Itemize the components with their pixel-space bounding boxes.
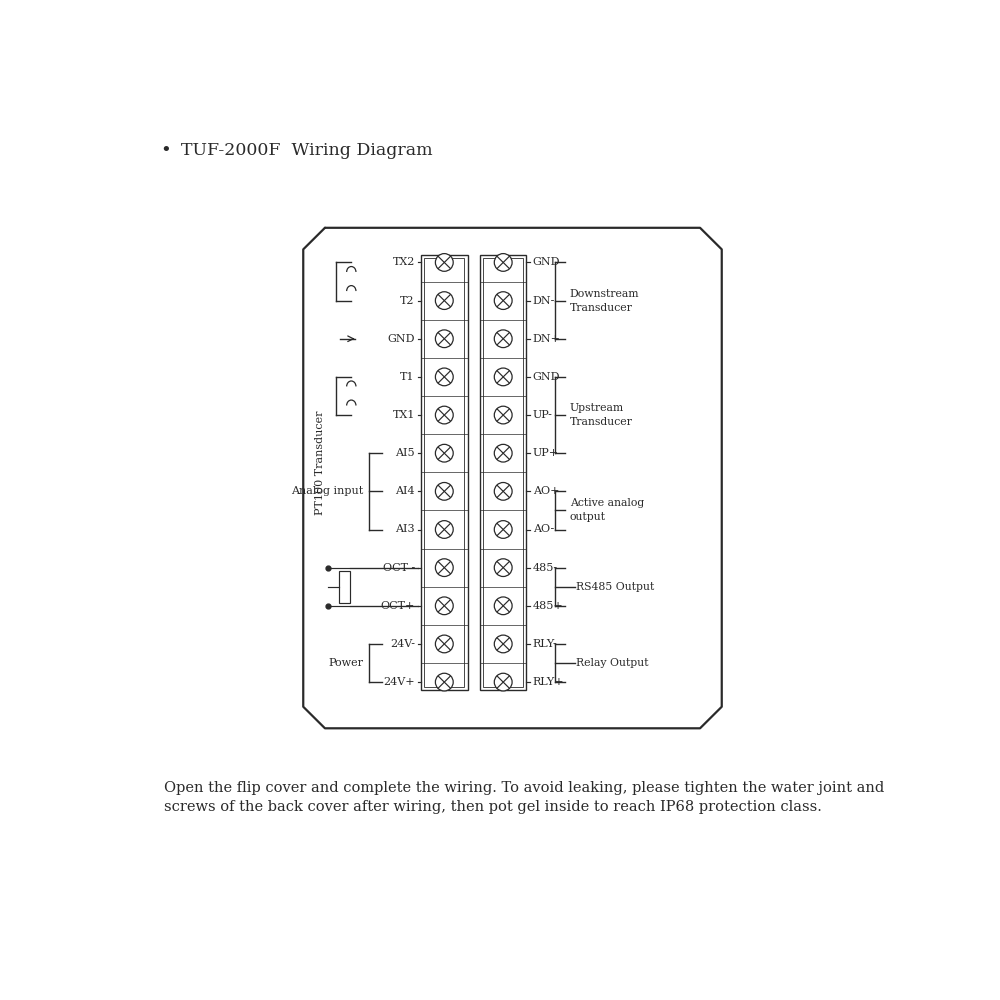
- Bar: [480, 255, 526, 690]
- Text: •: •: [160, 142, 171, 160]
- Bar: [421, 255, 468, 690]
- Text: Analog input: Analog input: [291, 486, 363, 496]
- Text: Upstream: Upstream: [570, 403, 624, 413]
- Text: T1: T1: [400, 372, 415, 382]
- Text: UP+: UP+: [533, 448, 559, 458]
- Circle shape: [494, 444, 512, 462]
- Circle shape: [435, 254, 453, 271]
- Bar: [483, 258, 523, 687]
- Text: AO-: AO-: [533, 524, 554, 534]
- Circle shape: [435, 406, 453, 424]
- Text: PT100 Transducer: PT100 Transducer: [315, 410, 325, 515]
- Text: OCT+: OCT+: [380, 601, 415, 611]
- Text: Power: Power: [328, 658, 363, 668]
- Text: 485+: 485+: [533, 601, 563, 611]
- Text: TX1: TX1: [392, 410, 415, 420]
- Text: GND: GND: [533, 257, 560, 267]
- Circle shape: [435, 444, 453, 462]
- Text: Transducer: Transducer: [570, 303, 633, 313]
- Circle shape: [494, 406, 512, 424]
- Text: Downstream: Downstream: [570, 289, 639, 299]
- Text: AI3: AI3: [395, 524, 415, 534]
- Circle shape: [494, 597, 512, 615]
- Text: TX2: TX2: [392, 257, 415, 267]
- Circle shape: [435, 521, 453, 538]
- Circle shape: [435, 635, 453, 653]
- Circle shape: [494, 673, 512, 691]
- Text: T2: T2: [400, 296, 415, 306]
- Text: DN+: DN+: [533, 334, 561, 344]
- Text: 24V-: 24V-: [390, 639, 415, 649]
- Circle shape: [494, 521, 512, 538]
- Text: 24V+: 24V+: [383, 677, 415, 687]
- Text: output: output: [570, 512, 606, 522]
- Text: GND: GND: [533, 372, 560, 382]
- Circle shape: [435, 559, 453, 577]
- Text: TUF-2000F  Wiring Diagram: TUF-2000F Wiring Diagram: [181, 142, 432, 159]
- Circle shape: [494, 559, 512, 577]
- Circle shape: [435, 673, 453, 691]
- Text: Open the flip cover and complete the wiring. To avoid leaking, please tighten th: Open the flip cover and complete the wir…: [164, 781, 884, 795]
- Text: Transducer: Transducer: [570, 417, 633, 427]
- Bar: [424, 258, 464, 687]
- Text: Active analog: Active analog: [570, 498, 644, 508]
- Text: RLY-: RLY-: [533, 639, 557, 649]
- Text: DN-: DN-: [533, 296, 555, 306]
- Text: RLY+: RLY+: [533, 677, 564, 687]
- Circle shape: [494, 635, 512, 653]
- Text: Relay Output: Relay Output: [576, 658, 649, 668]
- Circle shape: [435, 292, 453, 309]
- Text: GND: GND: [387, 334, 415, 344]
- Text: AO+: AO+: [533, 486, 559, 496]
- Circle shape: [435, 330, 453, 348]
- Bar: [339, 571, 350, 603]
- Circle shape: [494, 292, 512, 309]
- Text: 485-: 485-: [533, 563, 558, 573]
- Circle shape: [494, 254, 512, 271]
- Circle shape: [494, 330, 512, 348]
- Circle shape: [435, 482, 453, 500]
- Text: AI5: AI5: [395, 448, 415, 458]
- Text: OCT -: OCT -: [383, 563, 415, 573]
- Circle shape: [435, 368, 453, 386]
- Circle shape: [435, 597, 453, 615]
- Circle shape: [494, 482, 512, 500]
- Text: screws of the back cover after wiring, then pot gel inside to reach IP68 protect: screws of the back cover after wiring, t…: [164, 800, 822, 814]
- Text: AI4: AI4: [395, 486, 415, 496]
- Text: RS485 Output: RS485 Output: [576, 582, 654, 592]
- Circle shape: [494, 368, 512, 386]
- Text: UP-: UP-: [533, 410, 553, 420]
